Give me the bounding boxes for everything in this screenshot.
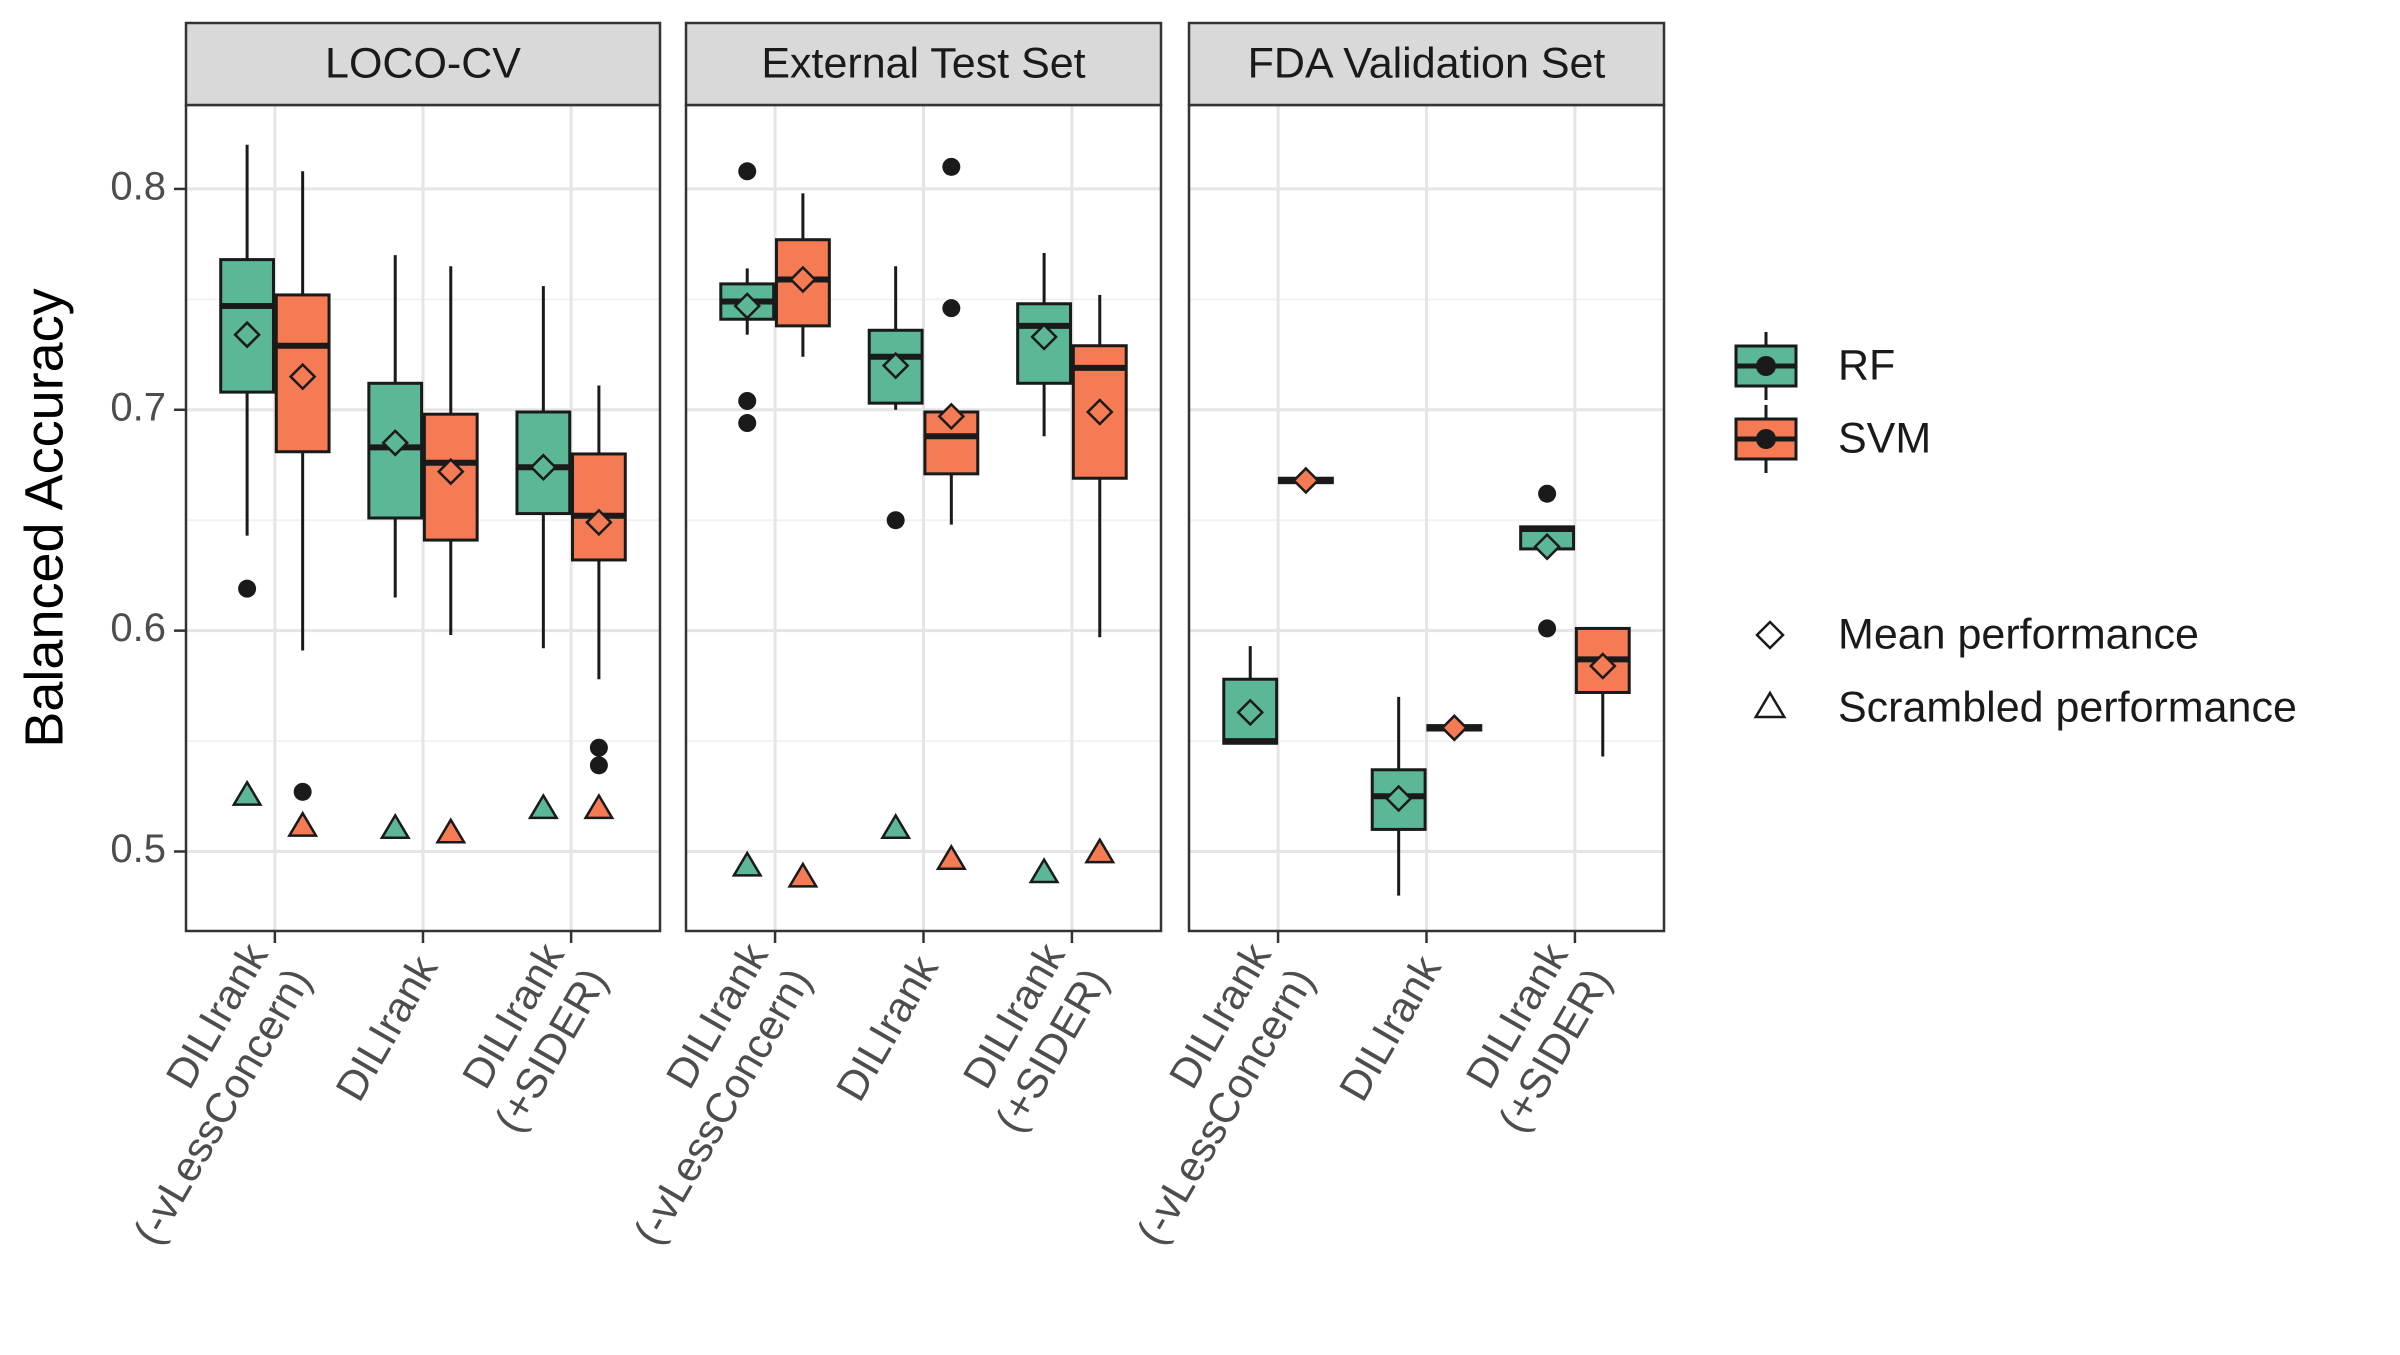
x-tick-label: DILIrank(+SIDER)	[954, 934, 1117, 1140]
facet-title: LOCO-CV	[325, 39, 521, 87]
mean-marker	[288, 362, 317, 391]
scrambled-marker	[379, 812, 411, 840]
facet-title: External Test Set	[761, 39, 1085, 87]
facet-title: FDA Validation Set	[1248, 39, 1606, 87]
box-group	[1519, 484, 1576, 638]
mean-marker	[789, 265, 817, 294]
y-tick-label: 0.8	[110, 164, 166, 208]
legend-label: RF	[1838, 341, 1895, 389]
box-group	[923, 157, 980, 870]
scrambled-marker	[527, 793, 559, 820]
y-tick-label: 0.6	[110, 606, 166, 650]
outlier	[886, 511, 905, 530]
mean-marker	[437, 457, 465, 486]
mean-marker	[529, 453, 558, 481]
box-group	[719, 162, 776, 877]
mean-marker	[381, 429, 409, 457]
x-tick-label-line: DILIrank	[326, 947, 447, 1109]
box-group	[1016, 252, 1073, 884]
x-tick-label: DILIrank(+SIDER)	[1457, 934, 1620, 1140]
mean-marker	[733, 292, 761, 320]
box	[867, 328, 924, 405]
y-tick-label: 0.7	[110, 385, 166, 429]
legend-label: Mean performance	[1838, 610, 2199, 658]
x-tick-label: DILIrank	[827, 947, 948, 1109]
mean-marker	[1533, 532, 1561, 561]
scrambled-marker	[935, 843, 967, 870]
scrambled-marker	[583, 793, 615, 820]
legend-label: Scrambled performance	[1838, 683, 2297, 731]
x-tick-label: DILIrank(-vLessConcern)	[124, 934, 320, 1252]
mean-marker	[1589, 652, 1617, 680]
box-group	[274, 171, 331, 837]
box-group	[571, 385, 627, 820]
mean-marker	[1440, 714, 1469, 742]
outlier	[1538, 619, 1557, 638]
scrambled-marker	[231, 779, 263, 806]
strip	[684, 21, 1163, 107]
box-group	[367, 255, 424, 840]
mean-marker	[1030, 323, 1058, 351]
strip	[184, 21, 662, 107]
outlier	[738, 414, 757, 433]
mean-marker	[937, 402, 966, 431]
mean-marker	[585, 508, 613, 537]
x-tick-label-line: DILIrank	[1330, 947, 1451, 1109]
x-tick-label: DILIrank(+SIDER)	[453, 934, 616, 1140]
box-group	[1222, 646, 1279, 745]
box-group	[1426, 714, 1483, 742]
outlier	[942, 157, 961, 176]
scrambled-marker	[1028, 857, 1060, 884]
legend-scrambled-icon	[1753, 690, 1787, 719]
legend-mean-icon	[1755, 620, 1785, 650]
outlier	[738, 162, 757, 181]
outlier	[589, 756, 608, 775]
box-group	[1277, 466, 1334, 495]
outlier	[589, 738, 608, 757]
outlier	[238, 579, 257, 598]
scrambled-marker	[287, 810, 319, 837]
legend-dot	[1756, 356, 1776, 376]
x-tick-label: DILIrank(-vLessConcern)	[1127, 934, 1323, 1252]
mean-marker	[233, 320, 261, 349]
scrambled-marker	[731, 850, 763, 877]
box-group	[515, 286, 572, 820]
legend-label: SVM	[1838, 414, 1931, 462]
box	[422, 412, 479, 542]
mean-marker	[1086, 398, 1114, 426]
y-axis-title: Balanced Accuracy	[14, 288, 74, 747]
scrambled-marker	[880, 812, 912, 840]
strip	[1187, 21, 1666, 107]
x-tick-label: DILIrank	[1330, 947, 1451, 1109]
mean-marker	[1292, 466, 1320, 495]
outlier	[1538, 484, 1557, 503]
box-group	[219, 144, 275, 806]
outlier	[942, 299, 961, 318]
y-tick-label: 0.5	[110, 827, 166, 871]
mean-marker	[1384, 784, 1413, 813]
box-group	[1370, 696, 1427, 896]
x-tick-label: DILIrank	[326, 947, 447, 1109]
scrambled-marker	[787, 861, 819, 888]
legend-dot	[1756, 429, 1776, 449]
box	[571, 452, 627, 562]
scrambled-marker	[435, 817, 467, 844]
x-tick-label: DILIrank(-vLessConcern)	[624, 934, 820, 1252]
x-tick-label-line: DILIrank	[827, 947, 948, 1109]
box-group	[1574, 626, 1631, 757]
box-group	[1071, 294, 1128, 864]
box-group	[422, 266, 479, 844]
outlier	[293, 782, 312, 801]
outlier	[738, 391, 757, 410]
mean-marker	[881, 351, 910, 380]
box-group	[867, 266, 924, 840]
mean-marker	[1236, 698, 1264, 727]
scrambled-marker	[1084, 837, 1116, 864]
box-group	[774, 193, 831, 888]
